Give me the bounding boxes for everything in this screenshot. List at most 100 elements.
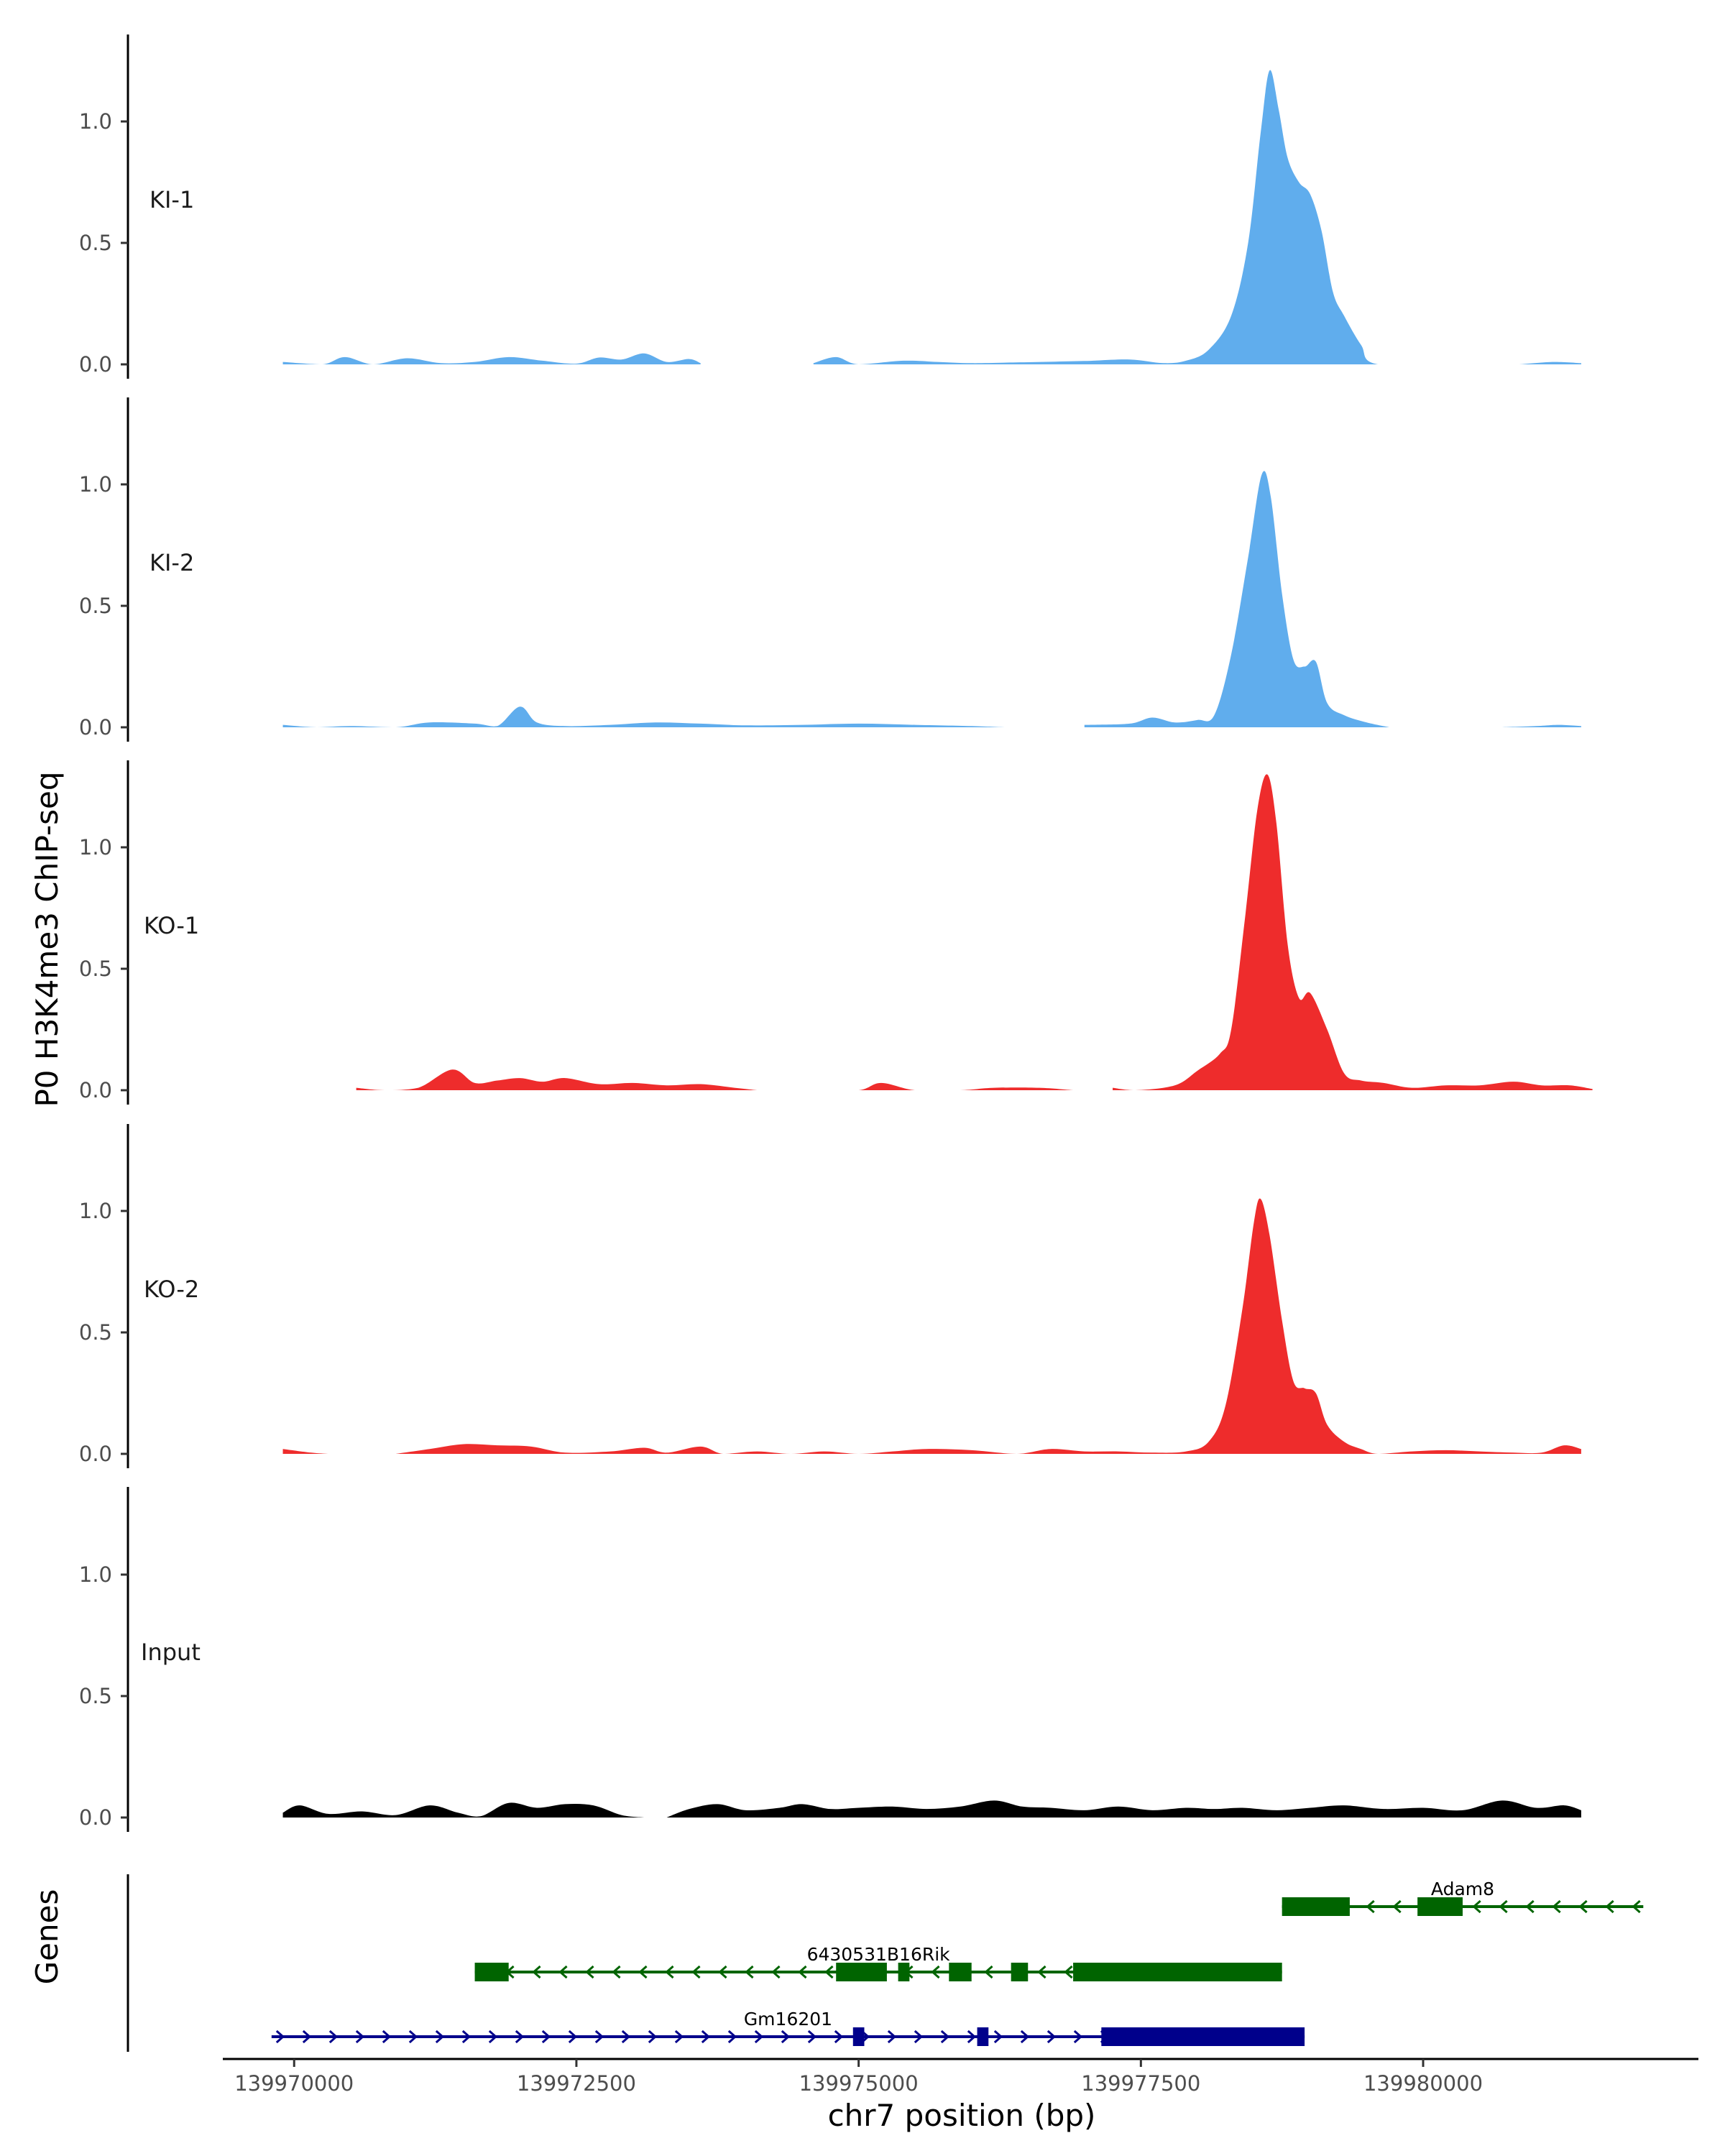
track-label: KI-2 bbox=[150, 549, 194, 576]
gene-exon bbox=[836, 1963, 887, 1981]
gene-exon bbox=[1011, 1963, 1029, 1981]
strand-arrow bbox=[1605, 1899, 1614, 1914]
track-label: KO-2 bbox=[144, 1276, 199, 1303]
strand-arrow bbox=[745, 1965, 754, 1979]
track-label: KO-1 bbox=[144, 912, 199, 939]
strand-arrow bbox=[1073, 2030, 1083, 2044]
strand-arrow bbox=[1499, 1899, 1508, 1914]
x-tick-label: 139972500 bbox=[517, 2071, 636, 2096]
x-axis-title: chr7 position (bp) bbox=[828, 2098, 1096, 2133]
signal-area bbox=[1084, 471, 1389, 727]
strand-arrow bbox=[408, 2030, 418, 2044]
strand-arrow bbox=[302, 2030, 312, 2044]
y-tick-label: 0.5 bbox=[79, 1684, 112, 1708]
x-tick-label: 139977500 bbox=[1081, 2071, 1200, 2096]
strand-arrow bbox=[718, 1965, 727, 1979]
gene-gm16201: Gm16201 bbox=[271, 2009, 1305, 2046]
gene-exon bbox=[1417, 1897, 1463, 1916]
signal-area bbox=[395, 1198, 1581, 1454]
gene-exon bbox=[1073, 1963, 1282, 1981]
y-tick-label: 0.0 bbox=[79, 1078, 112, 1102]
y-tick-label: 0.5 bbox=[79, 957, 112, 981]
gene-label: Gm16201 bbox=[744, 2009, 832, 2030]
strand-arrow bbox=[648, 2030, 658, 2044]
strand-arrow bbox=[1046, 2030, 1057, 2044]
strand-arrow bbox=[558, 1965, 568, 1979]
x-tick-label: 139970000 bbox=[234, 2071, 354, 2096]
strand-arrow bbox=[585, 1965, 594, 1979]
strand-arrow bbox=[931, 1965, 940, 1979]
strand-arrow bbox=[967, 2030, 977, 2044]
strand-arrow bbox=[638, 1965, 648, 1979]
gene-exon bbox=[1282, 1897, 1350, 1916]
strand-arrow bbox=[1578, 1899, 1588, 1914]
signal-area bbox=[282, 353, 701, 364]
y-tick-label: 1.0 bbox=[79, 1199, 112, 1223]
gene-exon bbox=[977, 2027, 989, 2046]
genes-track: Genes Adam8 6430531B16Rik Gm16201 bbox=[29, 1874, 1644, 2052]
strand-arrow bbox=[834, 2030, 844, 2044]
signal-area bbox=[1501, 724, 1581, 727]
track-input: 0.0 0.5 1.0 Input bbox=[79, 1487, 1581, 1832]
strand-arrow bbox=[594, 2030, 604, 2044]
strand-arrow bbox=[1632, 1899, 1641, 1914]
strand-arrow bbox=[701, 2030, 711, 2044]
signal-area bbox=[666, 1800, 1581, 1818]
y-tick-label: 0.5 bbox=[79, 231, 112, 255]
y-tick-label: 0.0 bbox=[79, 352, 112, 377]
strand-arrow bbox=[435, 2030, 445, 2044]
strand-arrow bbox=[541, 2030, 551, 2044]
signal-area bbox=[813, 70, 1468, 365]
strand-arrow bbox=[1472, 1899, 1481, 1914]
signal-area bbox=[282, 1449, 328, 1454]
strand-arrow bbox=[532, 1965, 541, 1979]
track-label: Input bbox=[141, 1639, 201, 1666]
x-tick-label: 139980000 bbox=[1363, 2071, 1483, 2096]
strand-arrow bbox=[328, 2030, 339, 2044]
gene-exon bbox=[474, 1963, 509, 1981]
strand-arrow bbox=[798, 1965, 807, 1979]
strand-arrow bbox=[382, 2030, 392, 2044]
strand-arrow bbox=[781, 2030, 791, 2044]
signal-area bbox=[282, 706, 1039, 727]
strand-arrow bbox=[1525, 1899, 1535, 1914]
y-tick-label: 0.5 bbox=[79, 594, 112, 618]
strand-arrow bbox=[940, 2030, 950, 2044]
gene-label: 6430531B16Rik bbox=[807, 1944, 951, 1965]
signal-area bbox=[813, 1082, 1074, 1090]
y-tick-label: 1.0 bbox=[79, 472, 112, 497]
y-tick-label: 1.0 bbox=[79, 109, 112, 134]
strand-arrow bbox=[515, 2030, 525, 2044]
strand-arrow bbox=[807, 2030, 817, 2044]
strand-arrow bbox=[1037, 1965, 1046, 1979]
strand-arrow bbox=[461, 2030, 472, 2044]
track-ko-2: 0.0 0.5 1.0 KO-2 bbox=[79, 1124, 1581, 1468]
genes-track-label: Genes bbox=[29, 1889, 65, 1985]
strand-arrow bbox=[727, 2030, 737, 2044]
y-tick-label: 1.0 bbox=[79, 835, 112, 860]
strand-arrow bbox=[1366, 1899, 1375, 1914]
y-tick-label: 0.0 bbox=[79, 715, 112, 740]
signal-area bbox=[356, 1069, 758, 1090]
strand-arrow bbox=[1064, 1965, 1073, 1979]
strand-arrow bbox=[665, 1965, 674, 1979]
strand-arrow bbox=[674, 2030, 684, 2044]
strand-arrow bbox=[568, 2030, 578, 2044]
strand-arrow bbox=[275, 2030, 285, 2044]
y-tick-label: 0.0 bbox=[79, 1805, 112, 1830]
signal-area bbox=[1507, 361, 1581, 364]
strand-arrow bbox=[887, 2030, 897, 2044]
strand-arrow bbox=[824, 1965, 834, 1979]
gene-adam8: Adam8 bbox=[1282, 1879, 1644, 1916]
strand-arrow bbox=[771, 1965, 781, 1979]
strand-arrow bbox=[993, 2030, 1003, 2044]
strand-arrow bbox=[488, 2030, 498, 2044]
track-ko-1: 0.0 0.5 1.0 KO-1 bbox=[79, 760, 1593, 1105]
y-tick-label: 0.5 bbox=[79, 1320, 112, 1345]
track-label: KI-1 bbox=[150, 186, 194, 213]
strand-arrow bbox=[355, 2030, 365, 2044]
strand-arrow bbox=[984, 1965, 993, 1979]
strand-arrow bbox=[1552, 1899, 1561, 1914]
strand-arrow bbox=[914, 2030, 924, 2044]
